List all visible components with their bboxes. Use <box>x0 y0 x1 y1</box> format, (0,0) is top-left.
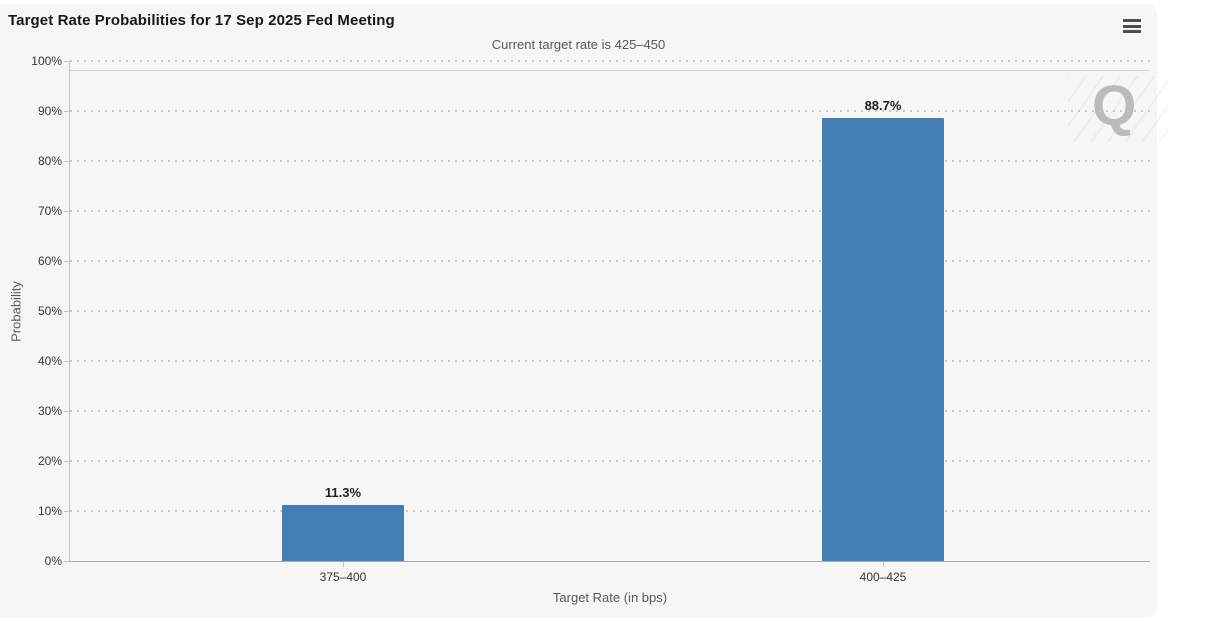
y-axis-tick <box>64 261 69 262</box>
x-axis-tick <box>883 562 884 567</box>
gridline <box>70 60 1150 62</box>
y-axis-tick <box>64 211 69 212</box>
gridline <box>70 410 1150 412</box>
bar-400–425[interactable] <box>822 117 944 561</box>
x-axis-line <box>69 561 1150 562</box>
y-axis-tick <box>64 561 69 562</box>
bar-value-label: 11.3% <box>324 484 362 500</box>
y-tick-label: 90% <box>37 104 62 118</box>
plot-top-line <box>70 70 1150 71</box>
y-axis-tick <box>64 361 69 362</box>
y-tick-label: 40% <box>37 354 62 368</box>
y-tick-label: 80% <box>37 154 62 168</box>
y-axis-tick <box>64 61 69 62</box>
y-tick-label: 60% <box>37 254 62 268</box>
y-axis-line <box>69 61 70 561</box>
gridline <box>70 110 1150 112</box>
y-axis-tick <box>64 461 69 462</box>
y-axis-tick <box>64 311 69 312</box>
gridline <box>70 310 1150 312</box>
chart-subtitle: Current target rate is 425–450 <box>491 37 666 52</box>
y-tick-label: 100% <box>31 54 62 68</box>
y-tick-label: 30% <box>37 404 62 418</box>
y-axis-tick <box>64 511 69 512</box>
gridline <box>70 210 1150 212</box>
x-tick-label: 375–400 <box>319 570 367 584</box>
gridline <box>70 360 1150 362</box>
chart-context-menu-button[interactable] <box>1119 14 1145 38</box>
y-tick-label: 0% <box>44 554 62 568</box>
gridline <box>70 260 1150 262</box>
x-axis-title: Target Rate (in bps) <box>552 590 668 605</box>
quikstrike-q-watermark: Q <box>1092 74 1137 138</box>
plot-area: 11.3% 88.7% <box>64 60 1150 567</box>
bar-value-label: 88.7% <box>864 97 902 113</box>
y-axis-tick <box>64 111 69 112</box>
y-tick-label: 20% <box>37 454 62 468</box>
y-tick-label: 10% <box>37 504 62 518</box>
hamburger-menu-icon <box>1123 19 1141 33</box>
gridline <box>70 510 1150 512</box>
y-tick-label: 50% <box>37 304 62 318</box>
x-tick-label: 400–425 <box>859 570 907 584</box>
gridline <box>70 460 1150 462</box>
chart-title: Target Rate Probabilities for 17 Sep 202… <box>8 12 395 29</box>
bar-375–400[interactable] <box>282 504 404 561</box>
y-tick-label: 70% <box>37 204 62 218</box>
gridline <box>70 160 1150 162</box>
y-axis-tick <box>64 411 69 412</box>
y-axis-tick <box>64 161 69 162</box>
chart-panel: Target Rate Probabilities for 17 Sep 202… <box>0 4 1168 617</box>
x-axis-tick <box>343 562 344 567</box>
